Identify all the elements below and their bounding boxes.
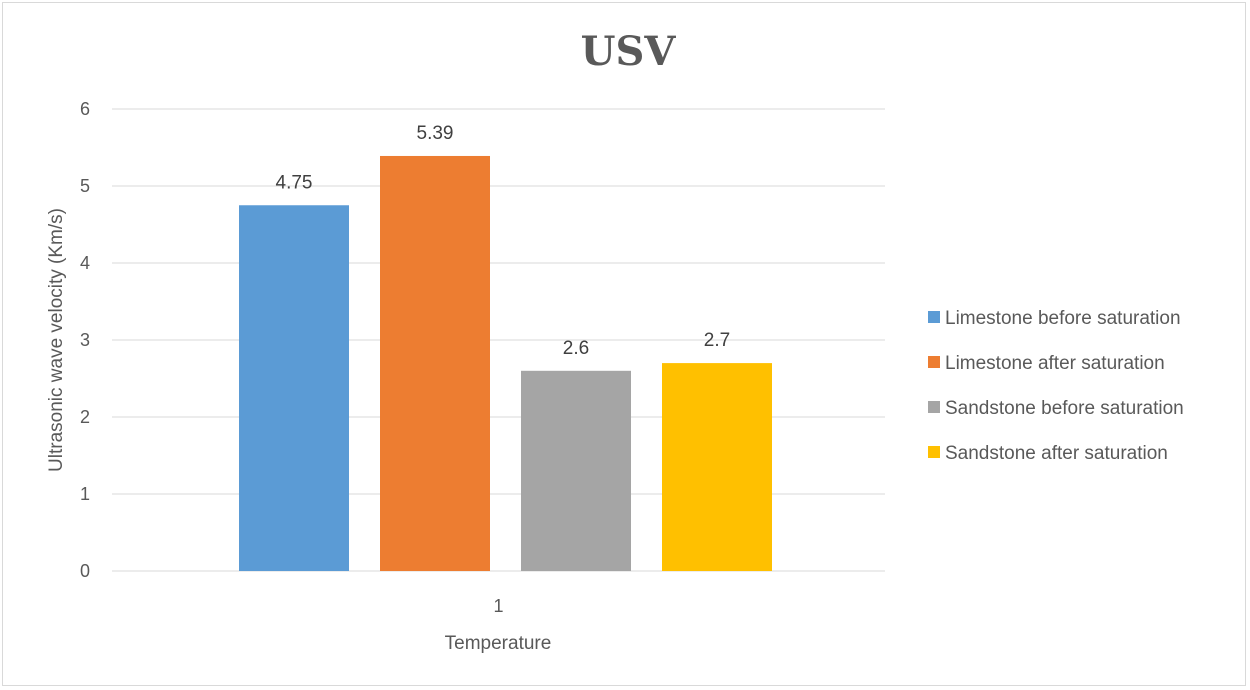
y-tick-label: 4 bbox=[80, 253, 90, 273]
x-axis-ticks: 1 bbox=[493, 596, 503, 616]
legend-swatch bbox=[928, 311, 940, 323]
bar-1 bbox=[239, 205, 349, 571]
x-axis-label: Temperature bbox=[445, 633, 552, 654]
data-label: 4.75 bbox=[276, 172, 313, 193]
chart-title: USV bbox=[581, 28, 677, 75]
y-tick-label: 1 bbox=[80, 484, 90, 504]
data-label: 2.7 bbox=[704, 330, 730, 351]
data-label: 2.6 bbox=[563, 338, 589, 359]
legend-swatch bbox=[928, 401, 940, 413]
y-tick-label: 2 bbox=[80, 407, 90, 427]
bar-4 bbox=[662, 363, 772, 571]
legend: Limestone before saturation Limestone aft… bbox=[928, 308, 1184, 464]
legend-entry: Sandstone before saturation bbox=[945, 398, 1184, 419]
data-labels: 4.75 5.39 2.6 2.7 bbox=[276, 123, 731, 359]
legend-entry: Sandstone after saturation bbox=[945, 443, 1168, 464]
bars bbox=[239, 155, 772, 571]
y-axis-ticks: 0 1 2 3 4 5 6 bbox=[80, 99, 90, 581]
legend-entry: Limestone before saturation bbox=[945, 308, 1181, 329]
y-axis-label: Ultrasonic wave velocity (Km/s) bbox=[46, 208, 67, 472]
legend-swatch bbox=[928, 356, 940, 368]
bar-3 bbox=[521, 370, 631, 571]
data-label: 5.39 bbox=[417, 123, 454, 144]
legend-entry: Limestone after saturation bbox=[945, 353, 1165, 374]
y-tick-label: 6 bbox=[80, 99, 90, 119]
legend-swatch bbox=[928, 446, 940, 458]
x-tick-label: 1 bbox=[493, 596, 503, 616]
y-tick-label: 5 bbox=[80, 176, 90, 196]
y-tick-label: 0 bbox=[80, 561, 90, 581]
y-tick-label: 3 bbox=[80, 330, 90, 350]
bar-2 bbox=[380, 155, 490, 571]
